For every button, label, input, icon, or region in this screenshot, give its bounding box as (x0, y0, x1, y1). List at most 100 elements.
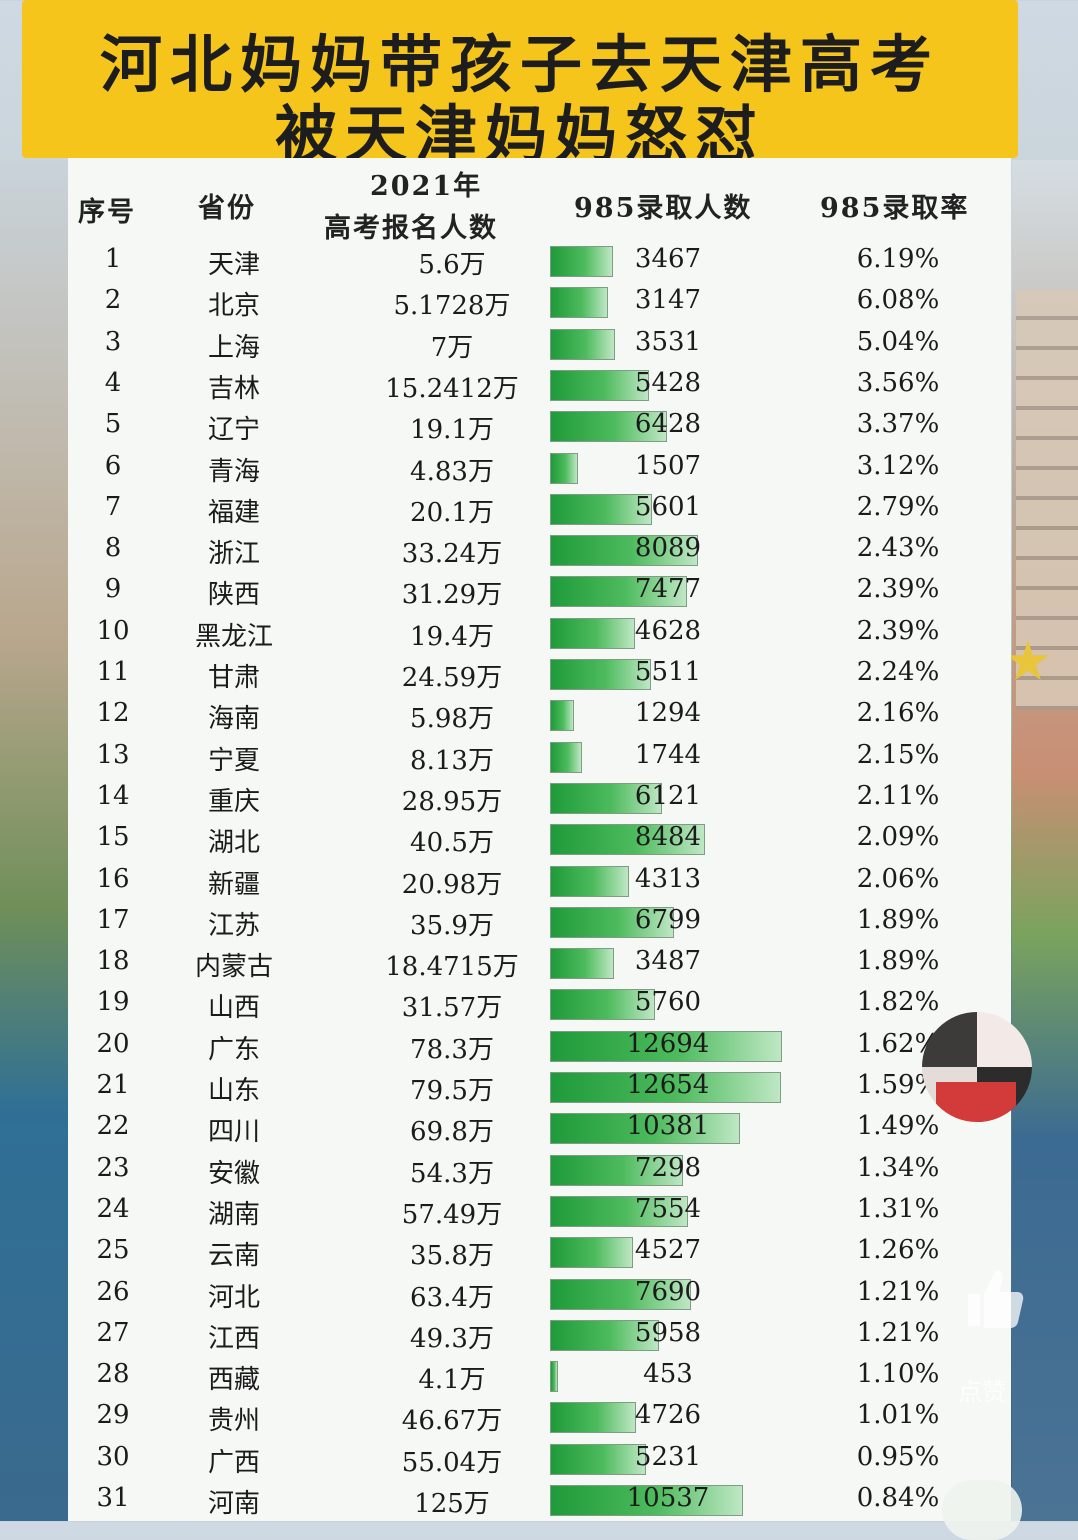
row-rate: 2.06% (856, 863, 940, 894)
row-registrants: 19.4万 (410, 621, 494, 652)
row-registrants: 20.98万 (401, 869, 503, 900)
bar-mark (550, 1361, 559, 1393)
row-registrants: 63.4万 (410, 1282, 494, 1313)
row-rate: 2.43% (856, 533, 940, 564)
row-province: 黑龙江 (194, 621, 273, 652)
row-registrants: 15.2412万 (385, 373, 519, 404)
row-no: 28 (96, 1359, 130, 1390)
row-province: 山西 (207, 993, 260, 1024)
row-no: 19 (96, 987, 130, 1018)
background-building (1016, 290, 1078, 710)
row-registrants: 7万 (430, 332, 474, 363)
row-province: 天津 (207, 250, 260, 280)
row-no: 22 (96, 1111, 130, 1142)
row-rate: 3.12% (856, 450, 940, 481)
row-admitted: 10537 (626, 1483, 710, 1513)
row-registrants: 79.5万 (410, 1076, 494, 1106)
row-rate: 2.09% (856, 822, 940, 853)
bar-mark (550, 493, 653, 525)
table-row: 14 重庆 28.95万 6121 2.11% (68, 779, 1011, 820)
bar-mark (550, 1195, 689, 1227)
bar-mark (550, 1443, 646, 1475)
row-province: 重庆 (207, 786, 260, 817)
row-admitted: 5511 (634, 657, 702, 687)
row-province: 湖北 (207, 828, 260, 859)
table-row: 28 西藏 4.1万 453 1.10% (68, 1357, 1011, 1398)
row-admitted: 3531 (634, 326, 702, 357)
row-rate: 0.95% (856, 1441, 940, 1472)
bar-mark (550, 576, 687, 608)
row-province: 四川 (207, 1117, 260, 1148)
row-admitted: 8089 (634, 533, 702, 564)
row-admitted: 3147 (634, 285, 702, 316)
row-province: 北京 (207, 291, 260, 322)
row-admitted: 8484 (634, 822, 702, 853)
row-province: 福建 (207, 497, 260, 528)
row-registrants: 55.04万 (401, 1447, 503, 1478)
row-no: 29 (96, 1400, 130, 1431)
row-rate: 1.10% (856, 1359, 940, 1390)
bar-mark (550, 659, 651, 690)
row-registrants: 5.98万 (410, 704, 494, 735)
bar-mark (550, 1402, 637, 1434)
bar-mark (550, 741, 582, 773)
row-admitted: 5428 (634, 367, 702, 398)
bar-mark (550, 1485, 743, 1516)
row-no: 9 (104, 574, 122, 605)
table-row: 2 北京 5.1728万 3147 6.08% (68, 283, 1011, 324)
header-admitted: 985录取人数 (574, 193, 753, 224)
bar-mark (550, 1113, 740, 1145)
row-province: 新疆 (207, 869, 260, 900)
row-rate: 1.21% (856, 1276, 940, 1307)
row-no: 5 (104, 409, 122, 440)
bar-mark (550, 824, 706, 856)
row-registrants: 40.5万 (410, 828, 494, 859)
row-registrants: 28.95万 (401, 786, 503, 817)
table-row: 23 安徽 54.3万 7298 1.34% (68, 1151, 1011, 1192)
row-admitted: 4527 (634, 1235, 702, 1266)
row-no: 26 (96, 1276, 130, 1307)
bar-mark (550, 1154, 684, 1186)
row-registrants: 33.24万 (401, 539, 503, 570)
table-row: 6 青海 4.83万 1507 3.12% (68, 449, 1011, 490)
more-button[interactable] (942, 1480, 1022, 1540)
row-province: 河北 (207, 1282, 260, 1313)
row-admitted: 6121 (634, 780, 702, 811)
bar-mark (550, 700, 574, 732)
row-rate: 3.37% (856, 409, 940, 440)
bar-mark (550, 989, 656, 1021)
row-admitted: 6799 (634, 904, 702, 935)
avatar[interactable] (922, 1012, 1032, 1122)
row-admitted: 4628 (634, 615, 702, 646)
bar-mark (550, 782, 662, 814)
row-no: 7 (104, 491, 122, 522)
row-admitted: 3487 (634, 946, 702, 977)
row-province: 内蒙古 (194, 952, 273, 983)
table-row: 19 山西 31.57万 5760 1.82% (68, 985, 1011, 1026)
table-row: 18 内蒙古 18.4715万 3487 1.89% (68, 944, 1011, 985)
row-registrants: 4.1万 (418, 1365, 486, 1396)
row-rate: 5.04% (856, 326, 940, 357)
table-row: 30 广西 55.04万 5231 0.95% (68, 1440, 1011, 1481)
row-admitted: 1294 (634, 698, 702, 729)
row-province: 甘肃 (207, 663, 260, 693)
row-rate: 3.56% (856, 367, 940, 398)
row-admitted: 5601 (634, 491, 702, 522)
header-province: 省份 (198, 193, 256, 224)
row-admitted: 1744 (634, 739, 702, 770)
row-province: 江苏 (207, 910, 260, 941)
row-rate: 6.19% (856, 244, 940, 274)
row-no: 4 (104, 367, 122, 398)
row-no: 18 (96, 946, 130, 977)
row-province: 云南 (207, 1241, 260, 1272)
header-registrants: 高考报名人数 (324, 213, 498, 244)
table-row: 20 广东 78.3万 12694 1.62% (68, 1027, 1011, 1068)
row-no: 8 (104, 533, 122, 564)
bar-mark (550, 246, 614, 277)
row-registrants: 57.49万 (401, 1199, 503, 1230)
bar-mark (550, 328, 615, 360)
thumbs-up-icon[interactable] (960, 1262, 1030, 1332)
title-line-1: 河北妈妈带孩子去天津高考 (99, 28, 940, 101)
table-row: 11 甘肃 24.59万 5511 2.24% (68, 655, 1011, 696)
row-admitted: 7477 (634, 574, 702, 605)
